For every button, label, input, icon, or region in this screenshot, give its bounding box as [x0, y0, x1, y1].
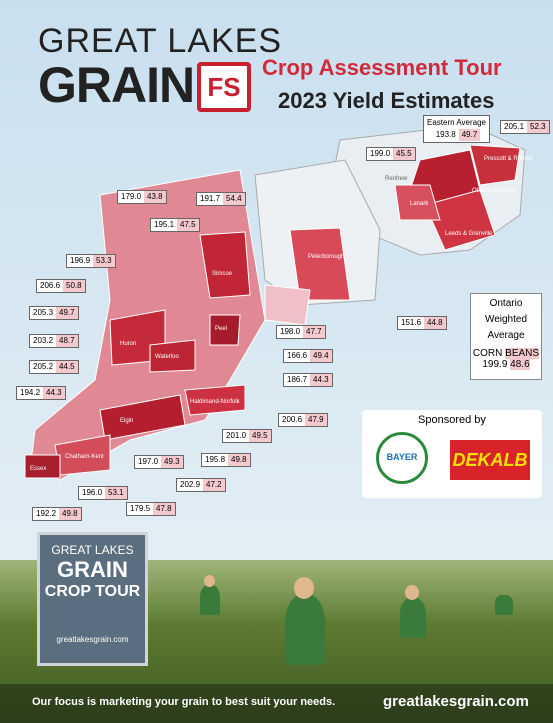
dekalb-logo: DEKALB [450, 440, 530, 480]
map-label-chatham: Chatham-Kent [65, 454, 104, 460]
person-photo [285, 595, 325, 665]
map-label-peterborough: Peterborough [308, 254, 344, 260]
region-essex [24, 454, 61, 479]
map-label-renfrew: Renfrew [385, 176, 408, 182]
region-peterborough [289, 227, 351, 301]
sponsor-box: Sponsored by BAYER DEKALB [362, 410, 542, 498]
region-peel [209, 314, 241, 346]
yield-label: 195.8 49.8 [201, 453, 251, 467]
map-label-peel: Peel [215, 326, 227, 332]
footer-url[interactable]: greatlakesgrain.com [383, 693, 529, 710]
yield-label: 192.2 49.8 [32, 507, 82, 521]
yield-label: 194.2 44.3 [16, 386, 66, 400]
yield-label: 191.7 54.4 [196, 192, 246, 206]
yield-label: 205.3 49.7 [29, 306, 79, 320]
region-simcoe [199, 231, 251, 299]
yield-label: 196.0 53.1 [78, 486, 128, 500]
yield-label: 186.7 44.3 [283, 373, 333, 387]
yield-label: 202.9 47.2 [176, 478, 226, 492]
yield-label: 179.0 43.8 [117, 190, 167, 204]
footer-bar: Our focus is marketing your grain to bes… [0, 684, 553, 723]
yield-label: 195.1 47.5 [150, 218, 200, 232]
map-label-haldimand: Haldimand-Norfolk [190, 399, 241, 405]
region-elgin [99, 394, 186, 441]
map-label-waterloo: Waterloo [155, 354, 179, 360]
crop-tour-sign: GREAT LAKES GRAIN CROP TOUR greatlakesgr… [37, 532, 148, 666]
yield-label: 151.6 44.8 [397, 316, 447, 330]
region-prescott [469, 144, 521, 186]
yield-label: 200.6 47.9 [278, 413, 328, 427]
region-durham [264, 284, 311, 326]
map-label-ottawa: Ottawa-Carleton [472, 188, 516, 194]
brand-line2: GRAIN [38, 57, 195, 113]
map-label-prescott: Prescott & Russell [484, 156, 533, 162]
person-photo [294, 577, 314, 599]
yield-label: 179.5 47.8 [126, 502, 176, 516]
yield-label: 166.6 49.4 [283, 349, 333, 363]
region-lanark [394, 184, 441, 221]
yield-label: 203.2 48.7 [29, 334, 79, 348]
map-label-essex: Essex [30, 466, 46, 472]
map-label-elgin: Elgin [120, 418, 133, 424]
person-photo [200, 585, 220, 615]
yield-label: 206.6 50.8 [36, 279, 86, 293]
person-photo [495, 595, 513, 615]
footer-tagline: Our focus is marketing your grain to bes… [32, 696, 336, 708]
map-label-simcoe: Simcoe [212, 271, 233, 277]
map-label-leeds: Leeds & Grenville [445, 231, 493, 237]
person-photo [204, 575, 215, 587]
ontario-average-box: Ontario Weighted Average CORN BEANS 199.… [470, 293, 542, 380]
yield-label: 205.2 44.5 [29, 360, 79, 374]
yield-label: 199.0 45.5 [366, 147, 416, 161]
eastern-average-box: Eastern Average 193.8 49.7 [423, 115, 491, 143]
sponsor-title: Sponsored by [418, 414, 486, 426]
region-haldimand [184, 384, 246, 416]
bayer-logo: BAYER [376, 432, 428, 484]
title-line2: 2023 Yield Estimates [278, 88, 495, 113]
fs-badge: FS [197, 62, 251, 112]
brand-line1: GREAT LAKES [38, 22, 283, 60]
yield-label: 201.0 49.5 [222, 429, 272, 443]
map-label-huron: Huron [120, 341, 136, 347]
yield-label: 205.1 52.3 [500, 120, 550, 134]
title-line1: Crop Assessment Tour [262, 55, 502, 80]
person-photo [405, 585, 419, 600]
region-leeds [424, 189, 496, 251]
map-label-lanark: Lanark [410, 201, 429, 207]
region-waterloo [149, 339, 196, 373]
yield-label: 198.0 47.7 [276, 325, 326, 339]
person-photo [400, 598, 426, 638]
yield-label: 196.9 53.3 [66, 254, 116, 268]
yield-label: 197.0 49.3 [134, 455, 184, 469]
